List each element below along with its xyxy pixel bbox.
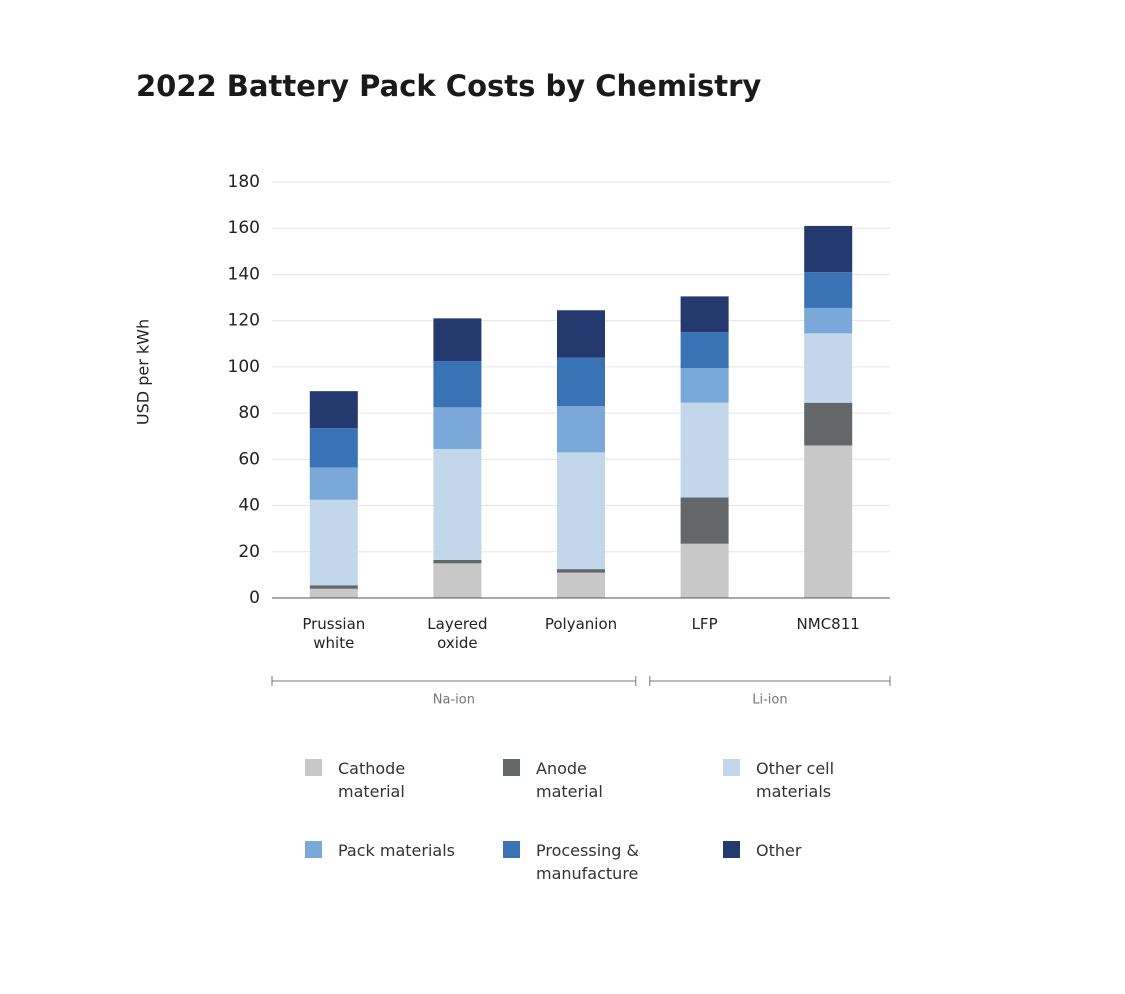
bar-segment [557,572,605,598]
chart-title: 2022 Battery Pack Costs by Chemistry [136,69,761,103]
y-tick-label: 0 [249,588,260,608]
y-tick-label: 120 [228,311,260,331]
x-tick-label: Polyanion [545,615,617,633]
bar-segment [309,588,358,598]
bar-segment [433,407,482,449]
bar-segment [433,559,482,564]
bar-segment [680,402,729,498]
bar-segment [557,569,605,573]
y-axis-label: USD per kWh [134,319,153,425]
legend-swatch [723,841,740,858]
x-tick-line: Polyanion [545,615,617,633]
legend-label: Other cell materials [756,759,835,801]
x-tick-line: NMC811 [797,615,860,633]
legend-label: Cathode material [338,759,406,801]
x-tick-label: NMC811 [797,615,860,633]
x-tick-line: white [313,634,354,652]
x-tick-label: Prussian white [302,615,365,652]
legend-swatch [305,759,322,776]
legend-item: Processing & manufacture [503,839,656,885]
group-label: Na-ion [433,693,475,708]
legend-label: Pack materials [338,841,455,860]
x-tick-line: LFP [692,615,718,633]
bar-segment [433,318,482,362]
bar-segment [309,467,358,500]
bar-segment [680,368,729,403]
x-tick-line: Layered [427,615,487,633]
x-tick-line: Prussian [302,615,365,633]
y-tick-label: 40 [238,496,260,516]
bar-segment [680,543,729,598]
legend-label: Processing & manufacture [536,841,639,883]
y-tick-label: 60 [238,449,260,469]
x-tick-label: Layered oxide [427,615,487,652]
bar-segment [309,428,358,468]
legend-label: Anode material [536,759,603,801]
legend-swatch [503,841,520,858]
y-tick-label: 100 [228,357,260,377]
bar-segment [680,332,729,369]
bar-segment [804,333,853,403]
bar-segment [557,406,605,453]
x-tick-line: oxide [437,634,478,652]
bar-segment [557,310,605,358]
bar-segment [433,361,482,408]
bar-segment [433,563,482,598]
legend-item: Anode material [503,757,656,803]
legend-item: Cathode material [305,757,458,803]
legend-item: Other cell materials [723,757,876,803]
group-label: Li-ion [752,693,787,708]
legend-item: Pack materials [305,839,458,862]
bar-segment [309,391,358,429]
bar-segment [804,272,853,308]
bar-segment [309,499,358,586]
bar-segment [557,357,605,407]
bar-segment [309,585,358,589]
legend-swatch [305,841,322,858]
y-tick-label: 180 [228,172,260,192]
y-tick-label: 140 [228,264,260,284]
bar-segment [680,296,729,333]
y-tick-label: 20 [238,542,260,562]
legend-item: Other [723,839,876,862]
bar-segment [680,497,729,544]
y-tick-label: 80 [238,403,260,423]
bar-segment [804,225,853,273]
bar-segment [433,448,482,560]
bar-segment [804,307,853,334]
y-tick-label: 160 [228,218,260,238]
bar-segment [804,402,853,446]
legend-swatch [503,759,520,776]
legend-swatch [723,759,740,776]
bar-segment [557,452,605,570]
legend-label: Other [756,841,802,860]
x-tick-label: LFP [692,615,718,633]
bar-segment [804,445,853,598]
